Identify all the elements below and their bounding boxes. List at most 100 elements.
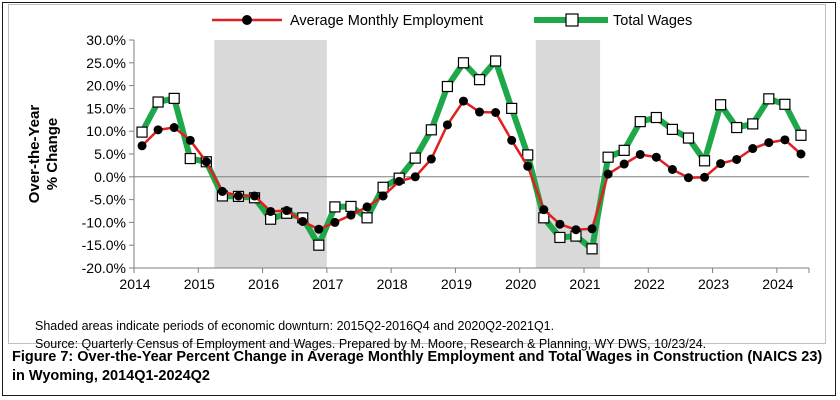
total-wages-point [168,92,180,104]
chart-notes: Shaded areas indicate periods of economi… [35,317,706,353]
total-wages-point [763,93,775,105]
x-tick-label: 2022 [634,276,665,292]
shading-note: Shaded areas indicate periods of economi… [35,319,555,333]
employment-point [201,157,211,167]
total-wages-point [731,121,743,134]
y-tick-label: -5.0% [89,192,126,208]
employment-point [796,149,806,159]
employment-point [169,123,179,133]
total-wages-point [152,96,164,108]
employment-point [780,135,790,145]
employment-point [394,176,404,186]
total-wages-point [184,152,196,165]
y-tick-label: 0.0% [94,169,126,185]
total-wages-point [747,118,759,130]
total-wages-point [650,111,662,124]
total-wages-point [779,98,791,110]
figure-caption: Figure 7: Over-the-Year Percent Change i… [12,349,823,384]
y-tick-label: 15.0% [86,100,126,116]
y-tick-label: -10.0% [82,214,126,230]
employment-point [700,172,710,182]
employment-point [732,154,742,164]
y-tick-label: 10.0% [86,123,126,139]
source-note: Source: Quarterly Census of Employment a… [35,337,707,351]
employment-point [651,152,661,162]
total-wages-point [506,102,518,115]
employment-point [137,141,147,151]
employment-point [587,224,597,234]
employment-point [330,217,340,227]
employment-point [619,159,629,169]
employment-point [507,135,517,145]
employment-point [571,225,581,235]
total-wages-point [618,144,630,156]
employment-point [635,149,645,159]
legend-employment-marker [242,15,252,25]
employment-point [491,108,501,118]
employment-point [314,224,324,234]
total-wages-point [409,152,421,164]
employment-point [764,138,774,148]
y-tick-label: -20.0% [82,260,126,276]
employment-point [555,219,565,229]
employment-point [716,159,726,169]
total-wages-point [377,181,389,193]
total-wages-point [522,149,534,161]
employment-point [442,120,452,130]
legend-wages-marker [565,13,579,27]
total-wages-point [345,200,357,213]
chart-area: 30.0% 25.0% 20.0% 15.0% 10.0% 5.0% 0.0% -5.0% -1… [8,4,826,351]
x-tick-label: 2014 [119,276,150,292]
employment-point [539,205,549,215]
line-chart: 30.0% 25.0% 20.0% 15.0% 10.0% 5.0% 0.0% -5.0% -1… [26,13,810,292]
x-tick-label: 2024 [762,276,793,292]
employment-point [748,144,758,154]
y-tick-label: 20.0% [86,78,126,94]
employment-point [523,161,533,171]
total-wages-point [698,155,711,167]
employment-point [410,172,420,182]
employment-point [362,202,372,212]
total-wages-point [329,201,341,213]
employment-point [458,96,468,106]
y-tick-label: -15.0% [82,237,126,253]
legend-employment-label: Average Monthly Employment [290,13,483,29]
employment-point [667,165,677,175]
employment-point [378,191,388,201]
x-tick-label: 2018 [377,276,408,292]
x-tick-label: 2015 [184,276,215,292]
employment-point [266,206,276,216]
x-tick-label: 2016 [248,276,279,292]
total-wages-point [634,116,646,128]
y-tick-label: 30.0% [86,32,126,48]
total-wages-point [490,55,502,67]
total-wages-point [586,243,598,255]
employment-point [475,107,485,117]
total-wages-point [313,239,325,251]
employment-point [250,191,260,201]
employment-point [185,135,195,145]
y-axis-title: Over-the-Year% Change [26,105,61,204]
total-wages-point [441,80,453,93]
x-tick-label: 2020 [505,276,536,292]
x-tick-label: 2017 [312,276,343,292]
total-wages-point [425,124,437,136]
total-wages-point [554,231,566,244]
employment-point [233,191,243,201]
employment-point [217,186,227,196]
y-tick-label: 25.0% [86,55,126,71]
total-wages-point [136,126,148,138]
total-wages-point [682,132,695,144]
x-tick-label: 2023 [698,276,729,292]
employment-point [603,169,613,179]
total-wages-point [666,123,678,135]
x-tick-label: 2019 [441,276,472,292]
employment-point [153,125,163,135]
total-wages-point [795,129,807,141]
x-tick-label: 2021 [569,276,600,292]
total-wages-point [473,74,486,86]
employment-point [298,216,308,226]
employment-point [683,173,693,183]
total-wages-point [457,57,470,69]
employment-point [426,154,436,164]
